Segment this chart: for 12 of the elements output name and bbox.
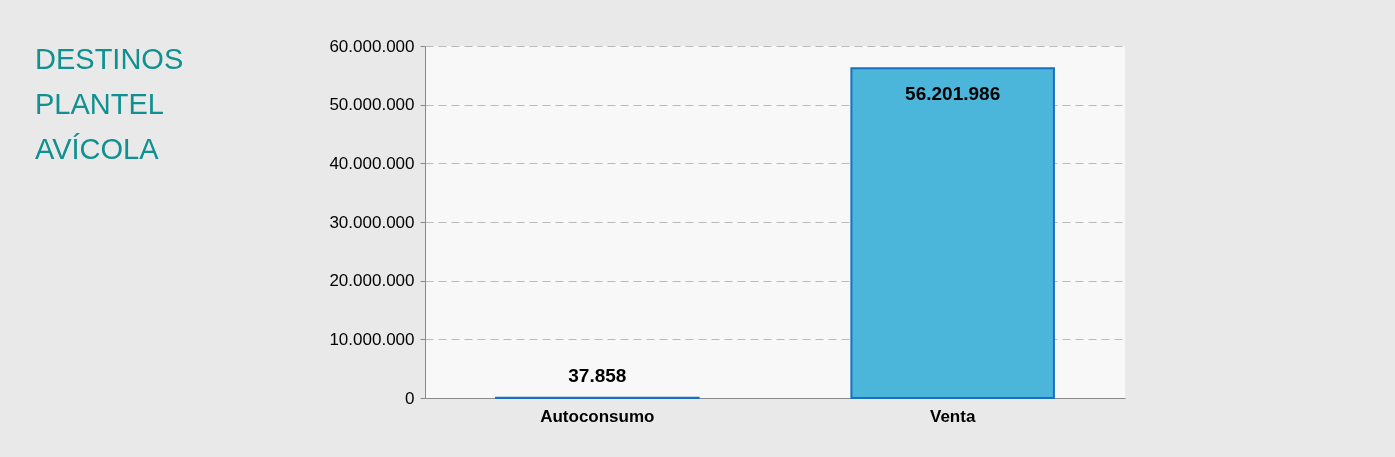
data-label: 37.858 <box>568 364 627 386</box>
x-tick-label: Autoconsumo <box>540 406 655 426</box>
y-tick-label: 0 <box>405 388 415 408</box>
text: DESTINOS PLANTEL AVÍCOLA <box>35 43 184 165</box>
data-label: 56.201.986 <box>905 83 1001 105</box>
y-tick-label: 20.000.000 <box>329 271 415 291</box>
y-tick-label: 50.000.000 <box>329 95 415 115</box>
x-tick-label: Venta <box>929 406 976 426</box>
y-tick-label: 10.000.000 <box>329 329 415 349</box>
y-tick-label: 60.000.000 <box>329 36 415 56</box>
y-tick-label: 30.000.000 <box>329 212 415 232</box>
y-tick-label: 40.000.000 <box>329 153 415 173</box>
